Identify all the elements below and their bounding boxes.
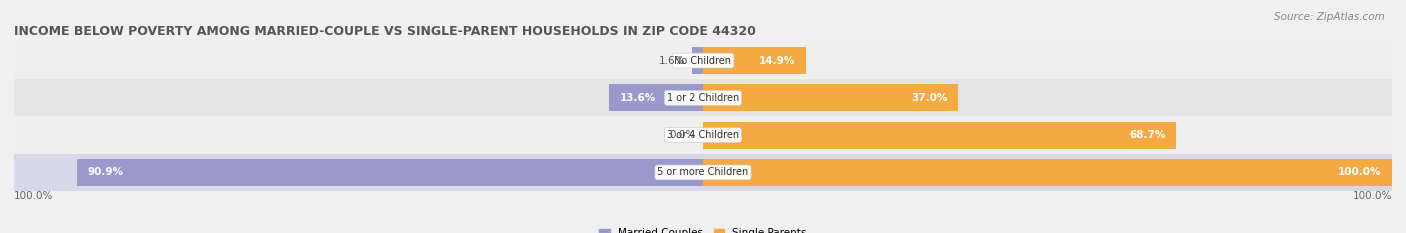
Bar — [703, 47, 806, 74]
Text: Source: ZipAtlas.com: Source: ZipAtlas.com — [1274, 12, 1385, 22]
Text: 1.6%: 1.6% — [658, 56, 685, 65]
Bar — [14, 42, 1392, 79]
Text: 68.7%: 68.7% — [1129, 130, 1166, 140]
Bar — [609, 84, 703, 111]
Text: 14.9%: 14.9% — [759, 56, 796, 65]
Bar — [14, 154, 1392, 191]
Bar — [14, 116, 1392, 154]
Text: 3 or 4 Children: 3 or 4 Children — [666, 130, 740, 140]
Text: 100.0%: 100.0% — [1353, 191, 1392, 201]
Text: 5 or more Children: 5 or more Children — [658, 168, 748, 177]
Bar — [703, 122, 1177, 149]
Bar — [14, 79, 1392, 116]
Bar — [703, 159, 1392, 186]
Bar — [703, 84, 957, 111]
Bar — [77, 159, 703, 186]
Bar — [692, 47, 703, 74]
Text: 13.6%: 13.6% — [620, 93, 655, 103]
Text: 100.0%: 100.0% — [1339, 168, 1382, 177]
Text: 37.0%: 37.0% — [911, 93, 948, 103]
Legend: Married Couples, Single Parents: Married Couples, Single Parents — [595, 224, 811, 233]
Text: 90.9%: 90.9% — [87, 168, 124, 177]
Text: 100.0%: 100.0% — [14, 191, 53, 201]
Text: No Children: No Children — [675, 56, 731, 65]
Text: INCOME BELOW POVERTY AMONG MARRIED-COUPLE VS SINGLE-PARENT HOUSEHOLDS IN ZIP COD: INCOME BELOW POVERTY AMONG MARRIED-COUPL… — [14, 25, 756, 38]
Text: 1 or 2 Children: 1 or 2 Children — [666, 93, 740, 103]
Text: 0.0%: 0.0% — [669, 130, 696, 140]
